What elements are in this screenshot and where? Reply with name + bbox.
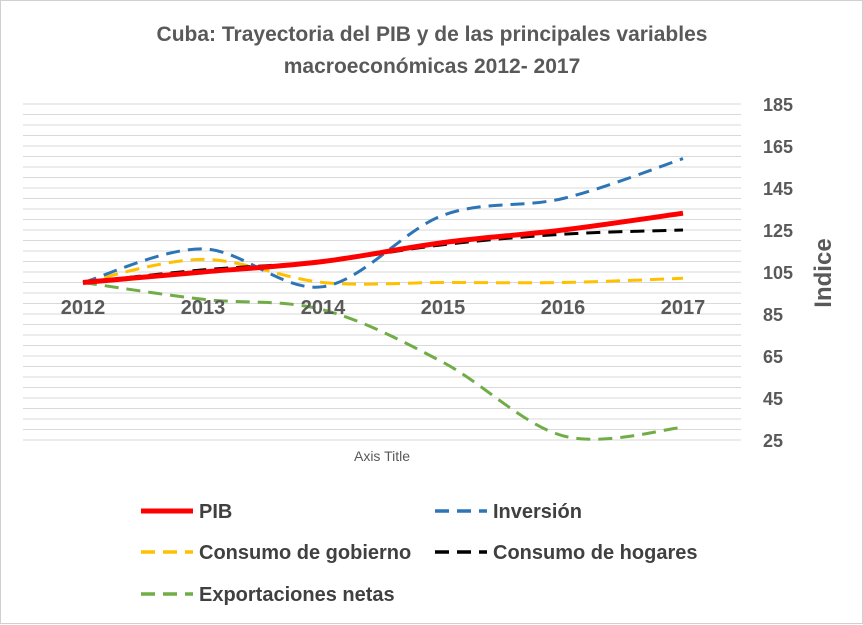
x-tick-label: 2013 — [181, 297, 226, 319]
legend-entry: Exportaciones netas — [199, 584, 395, 606]
x-tick-label: 2016 — [541, 297, 586, 319]
y-tick-label: 185 — [763, 95, 793, 115]
series-lines — [82, 157, 684, 441]
x-tick-label: 2015 — [421, 297, 466, 319]
y-tick-label: 45 — [763, 389, 783, 409]
x-tick-label: 2017 — [661, 297, 706, 319]
chart-title-line-2: macroeconómicas 2012- 2017 — [284, 55, 581, 78]
series-line-consumo-de-gobierno — [82, 257, 684, 286]
y-tick-label: 125 — [763, 221, 793, 241]
series-line-exportaciones-netas — [82, 281, 684, 441]
y-tick-label: 105 — [763, 263, 793, 283]
x-tick-label: 2014 — [301, 297, 346, 319]
y-axis-label: Indice — [810, 238, 837, 307]
y-tick-label: 165 — [763, 137, 793, 157]
chart-title-line-1: Cuba: Trayectoria del PIB y de las princ… — [157, 23, 708, 46]
legend-entry: Inversión — [493, 501, 582, 523]
x-axis-label: Axis Title — [354, 448, 410, 464]
legend-entry: Consumo de gobierno — [199, 542, 411, 564]
x-tick-label: 2012 — [61, 297, 106, 319]
y-tick-label: 65 — [763, 347, 783, 367]
grid-lines — [23, 103, 741, 441]
x-axis-ticks: 2012 2013 2014 2015 2016 2017 — [61, 297, 706, 319]
legend-entry: PIB — [199, 501, 232, 523]
y-tick-label: 145 — [763, 179, 793, 199]
series-line-consumo-de-hogares — [82, 228, 684, 284]
series-line-pib — [82, 210, 684, 285]
y-tick-label: 85 — [763, 305, 783, 325]
y-axis-ticks: 185 165 145 125 105 85 65 45 25 — [763, 95, 793, 451]
legend: PIB Inversión Consumo de gobierno Consumo d… — [141, 501, 697, 606]
y-tick-label: 25 — [763, 431, 783, 451]
legend-entry: Consumo de hogares — [493, 542, 697, 564]
